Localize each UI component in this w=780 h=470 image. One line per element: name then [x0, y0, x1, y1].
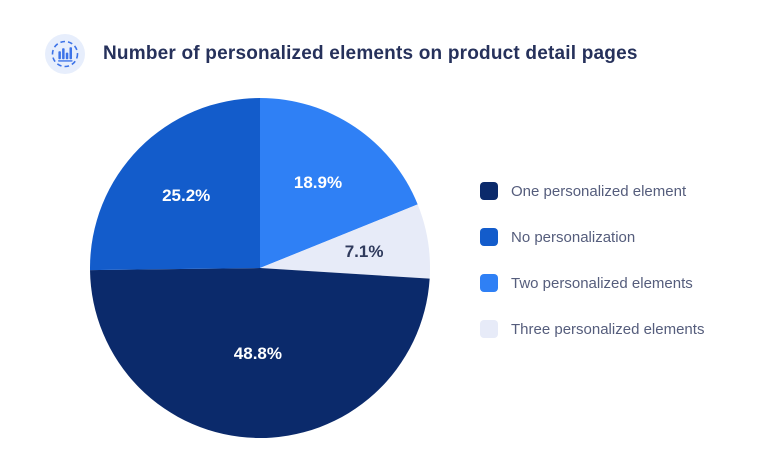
legend-label: No personalization	[511, 228, 636, 246]
pie-chart: 18.9% 7.1% 48.8% 25.2%	[90, 98, 430, 438]
bar-chart-icon	[45, 34, 85, 74]
legend-item: One personalized element	[480, 182, 704, 200]
legend-swatch	[480, 228, 498, 246]
pie-slice-value-label: 48.8%	[234, 344, 282, 363]
pie-slice-one-personalized-element	[90, 268, 430, 438]
pie-slice-three-personalized-elements	[260, 204, 430, 279]
chart-header: Number of personalized elements on produ…	[45, 34, 638, 74]
pie-slice-two-personalized-elements	[260, 98, 418, 268]
pie-slice-value-label: 7.1%	[345, 242, 384, 261]
legend-label: Three personalized elements	[511, 320, 705, 338]
legend-swatch	[480, 274, 498, 292]
legend-label: One personalized element	[511, 182, 687, 200]
pie-slice-value-label: 25.2%	[162, 186, 210, 205]
legend-swatch	[480, 182, 498, 200]
legend-item: No personalization	[480, 228, 704, 246]
legend-item: Two personalized elements	[480, 274, 704, 292]
legend-swatch	[480, 320, 498, 338]
legend-item: Three personalized elements	[480, 320, 704, 338]
legend: One personalized element No personalizati…	[480, 182, 704, 338]
pie-slice-value-label: 18.9%	[294, 173, 342, 192]
legend-label: Two personalized elements	[511, 274, 693, 292]
pie-slice-no-personalization	[90, 98, 260, 271]
page-title: Number of personalized elements on produ…	[103, 43, 638, 64]
